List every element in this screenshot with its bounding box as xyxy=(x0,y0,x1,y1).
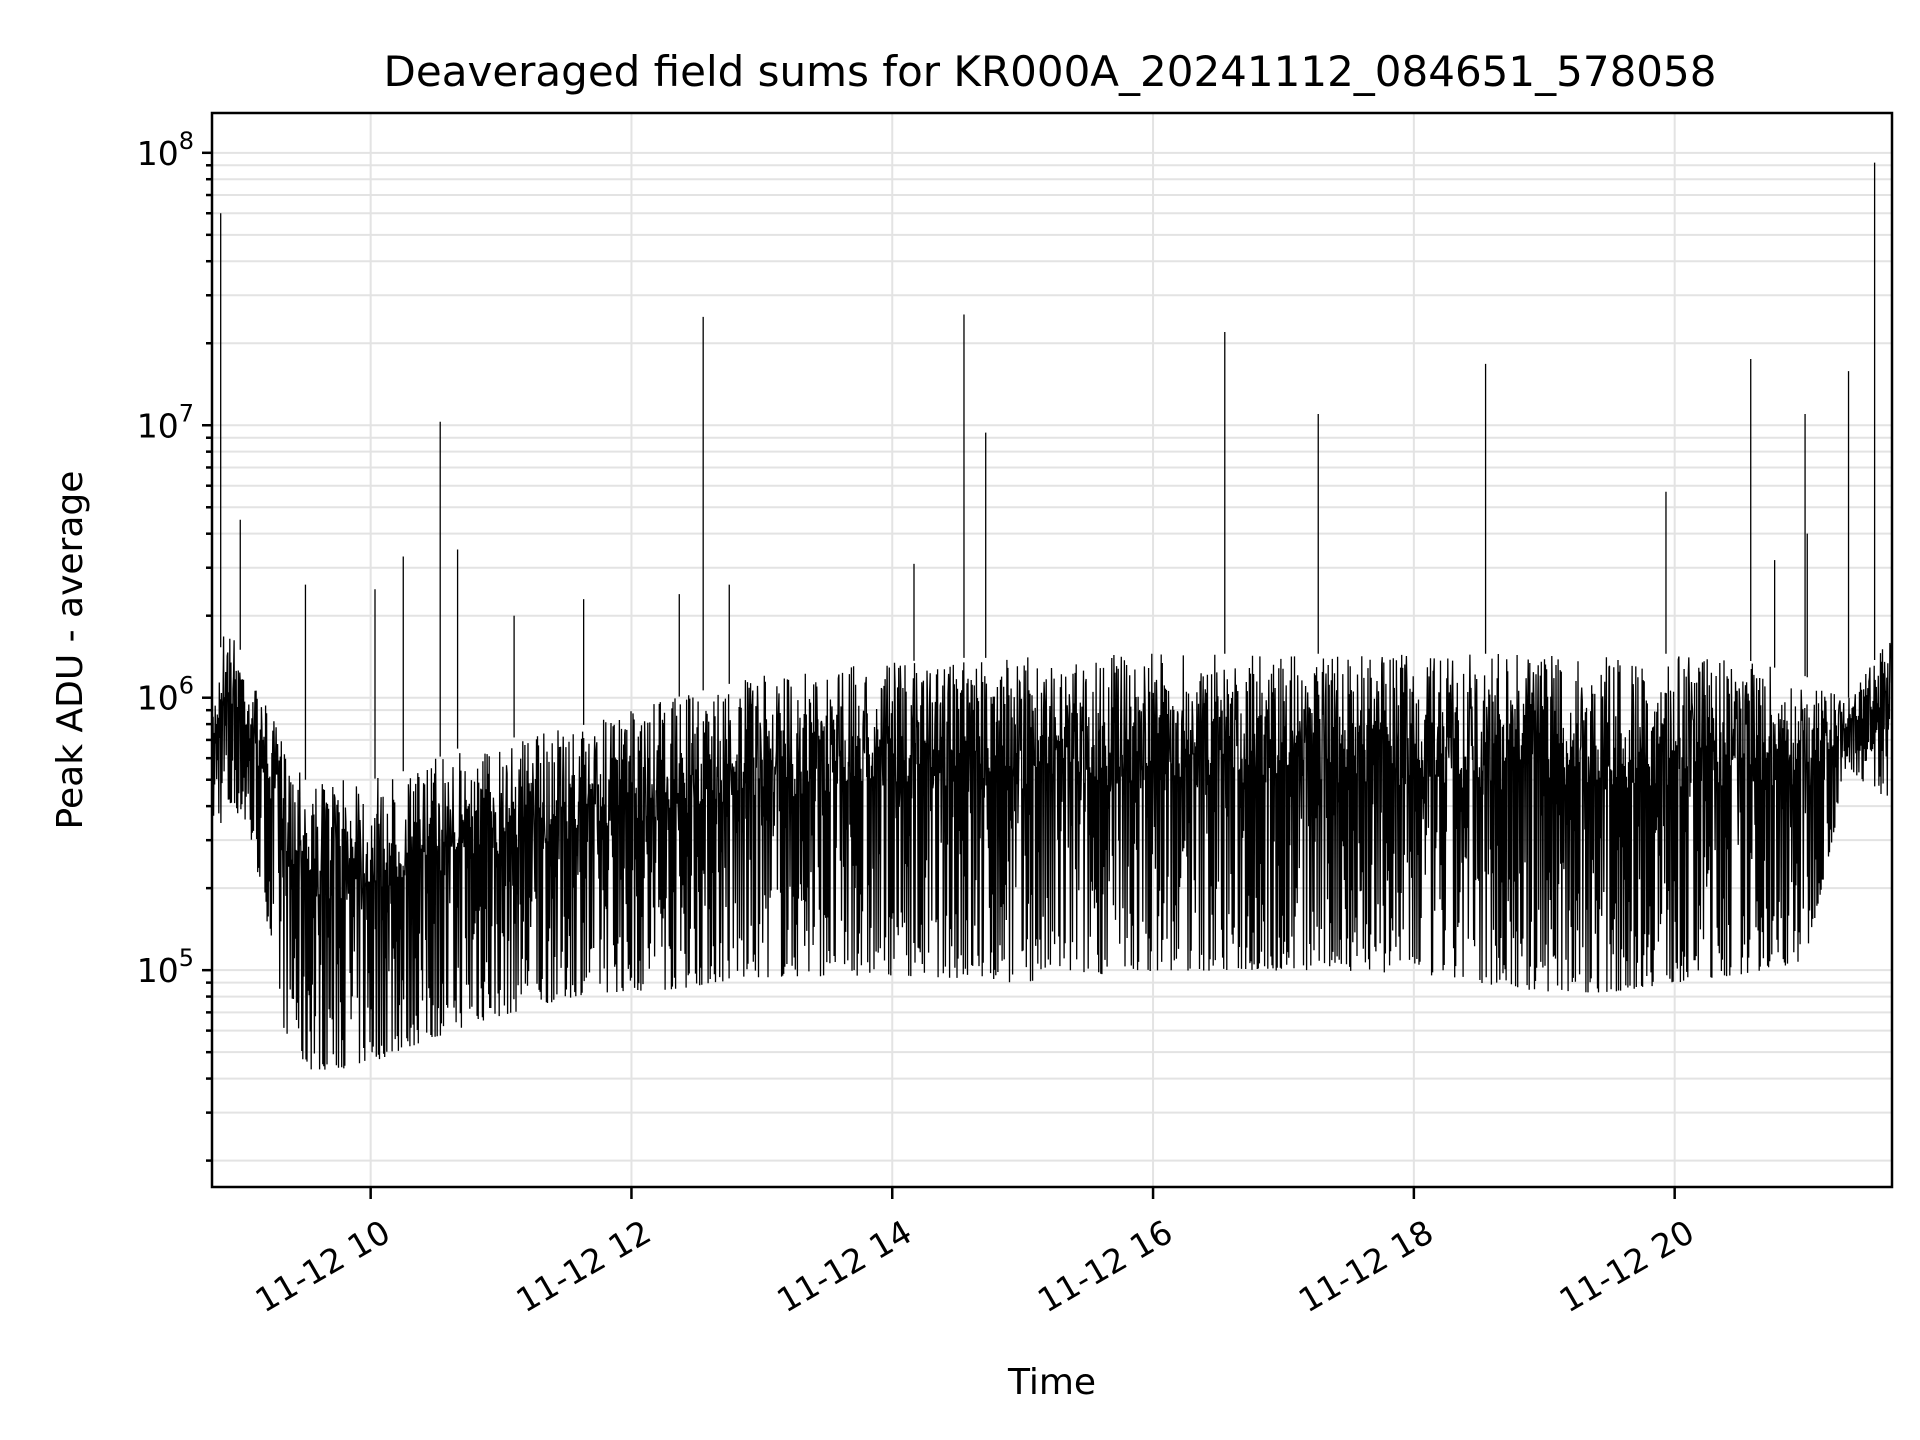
x-tick-label: 11-12 18 xyxy=(1292,1212,1440,1320)
x-tick-label: 11-12 10 xyxy=(249,1212,397,1320)
x-tick-label: 11-12 20 xyxy=(1553,1212,1701,1320)
x-axis-label: Time xyxy=(1007,1362,1096,1403)
y-axis-label: Peak ADU - average xyxy=(50,471,91,830)
y-tick-label: 108 xyxy=(137,127,194,173)
y-tick-label: 107 xyxy=(137,399,194,445)
y-tick-label: 106 xyxy=(137,672,194,718)
grid xyxy=(212,113,1892,1187)
x-tick-label: 11-12 12 xyxy=(509,1212,657,1320)
x-tick-label: 11-12 14 xyxy=(770,1212,918,1320)
chart-title: Deaveraged field sums for KR000A_2024111… xyxy=(384,47,1717,96)
ticks xyxy=(202,151,1676,1199)
y-tick-label: 105 xyxy=(137,944,194,990)
series-line xyxy=(211,636,1893,1070)
data-layer xyxy=(211,162,1893,1070)
x-tick-label: 11-12 16 xyxy=(1031,1212,1179,1320)
plot-frame xyxy=(210,111,1894,1189)
